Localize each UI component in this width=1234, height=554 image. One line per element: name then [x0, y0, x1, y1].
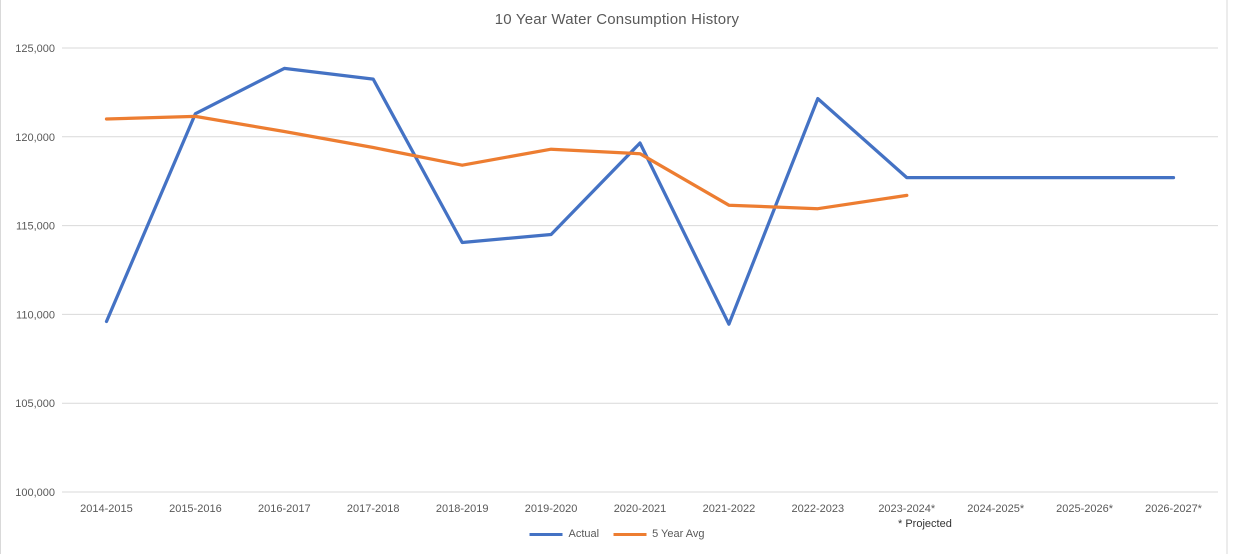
actual-line-swatch [529, 532, 563, 536]
series-line-actual [104, 66, 1176, 326]
series-line-5-year-avg [104, 114, 909, 211]
legend-item-5yr-avg: 5 Year Avg [613, 528, 704, 540]
legend-item-actual: Actual [529, 528, 600, 540]
projected-footnote: * Projected [898, 518, 952, 530]
y-axis-tick-label: 125,000 [15, 43, 55, 55]
x-axis-tick-label: 2018-2019 [436, 503, 489, 515]
x-axis-tick-label: 2026-2027* [1145, 503, 1203, 515]
x-axis-tick-label: 2021-2022 [703, 503, 756, 515]
y-axis-tick-label: 100,000 [15, 487, 55, 499]
x-axis-tick-label: 2020-2021 [614, 503, 667, 515]
x-axis-tick-label: 2025-2026* [1056, 503, 1114, 515]
legend: Actual 5 Year Avg [529, 528, 704, 540]
legend-label-5yr-avg: 5 Year Avg [652, 528, 705, 540]
chart-title: 10 Year Water Consumption History [494, 11, 740, 28]
x-axis-tick-label: 2024-2025* [967, 503, 1025, 515]
x-axis-tick-label: 2017-2018 [347, 503, 400, 515]
y-axis-tick-label: 115,000 [16, 221, 55, 233]
y-axis-tick-label: 120,000 [15, 132, 55, 144]
y-axis-tick-label: 105,000 [15, 398, 55, 410]
x-axis-tick-label: 2022-2023 [792, 503, 845, 515]
x-axis-tick-label: 2015-2016 [169, 503, 222, 515]
legend-label-actual: Actual [568, 528, 600, 540]
x-axis-tick-label: 2014-2015 [80, 503, 133, 515]
x-axis-tick-label: 2023-2024* [878, 503, 936, 515]
x-axis-tick-label: 2016-2017 [258, 503, 311, 515]
avg-line-swatch [613, 532, 647, 536]
x-axis-tick-label: 2019-2020 [525, 503, 578, 515]
y-axis-tick-label: 110,000 [16, 309, 55, 321]
